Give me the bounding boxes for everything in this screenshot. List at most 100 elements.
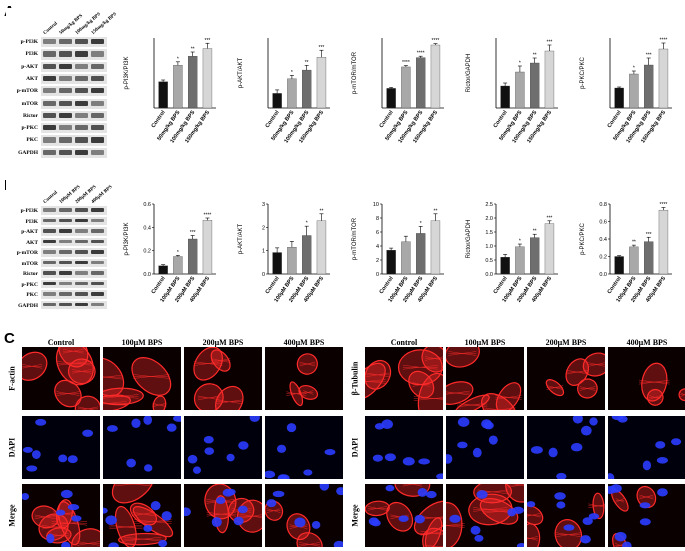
nucleus (324, 448, 336, 456)
bar (614, 87, 624, 109)
y-tick-label: 0.8 (599, 202, 607, 208)
western-A-band (91, 137, 104, 143)
chart-b-p-mtor: p-mTOR/mTOR 0 2 4 6 8 10 Control 100μM BPS * 200μM… (346, 196, 458, 336)
cell-image (22, 489, 100, 547)
bar (644, 64, 654, 109)
western-A-band (59, 125, 72, 131)
nucleus (276, 444, 287, 453)
western-A-band (59, 137, 72, 143)
significance-label: **** (432, 38, 440, 44)
western-A-protein-label: p-PI3K (20, 39, 38, 45)
y-tick-label: 0.6 (143, 202, 151, 208)
cell-image (446, 347, 522, 410)
cell-cytoskeleton (22, 351, 48, 381)
micro-left-image-tile (265, 416, 343, 479)
nucleus (614, 531, 627, 542)
western-B-band (59, 302, 72, 306)
micro-right-image-tile (608, 416, 685, 479)
chart-a-p-pkc: p-PKC/PKC Control * 50mg/kg BPS *** 100mg/kg … (574, 30, 684, 170)
western-B-band (43, 239, 56, 243)
western-A-band (91, 39, 104, 45)
western-B-band (59, 218, 72, 222)
filament (527, 536, 538, 540)
cell-image (530, 416, 598, 479)
y-tick-label: 1 (262, 249, 265, 255)
western-A-band (43, 39, 56, 45)
cell-image (608, 416, 682, 479)
western-B-band (91, 281, 104, 285)
western-B-lane-label: Control (42, 190, 59, 205)
micro-left-column-label: 100μM BPS (121, 338, 163, 347)
filament (286, 391, 307, 396)
y-axis-label: p-mTOR/mTOR (352, 51, 358, 94)
nucleus (272, 490, 285, 498)
micro-right-image-tile (365, 484, 443, 547)
filament (639, 379, 670, 385)
micro-right-column-label: 200μM BPS (545, 338, 587, 347)
nucleus (556, 501, 566, 509)
western-B-band (91, 260, 104, 264)
nucleus (457, 417, 470, 427)
filament (34, 514, 56, 520)
micro-left-image-tile (184, 347, 262, 410)
western-B-band (75, 218, 88, 222)
filament (587, 362, 605, 367)
filament (402, 365, 438, 370)
micro-left-image-tile (22, 416, 100, 479)
bar (202, 220, 213, 275)
filament (579, 386, 596, 391)
nucleus (265, 470, 276, 479)
filament (56, 361, 93, 366)
significance-label: ** (533, 53, 537, 59)
bar (530, 237, 540, 275)
western-B-band (43, 218, 56, 222)
micro-right-image-tile (608, 347, 685, 410)
nucleus (642, 460, 652, 471)
micro-left-image-tile (265, 347, 343, 410)
western-A-band (91, 112, 104, 119)
chart-a-p-mtor: p-mTOR/mTOR Control **** 50mg/kg BPS **** 100… (346, 30, 458, 170)
western-A-blot-strip (41, 37, 107, 48)
y-tick-label: 2 (262, 225, 265, 231)
western-A-protein-label: Rictor (23, 112, 38, 119)
nucleus (656, 457, 669, 464)
nucleus (385, 484, 395, 492)
cell-image (187, 416, 260, 474)
western-A-band (43, 63, 56, 69)
nucleus (608, 473, 615, 479)
western-B-band (43, 208, 56, 212)
nucleus (266, 499, 277, 508)
bar (515, 71, 525, 109)
micro-right-column-label: 400μM BPS (626, 338, 668, 347)
western-B-protein-label: AKT (26, 239, 38, 246)
nucleus (131, 418, 141, 429)
nucleus (336, 487, 343, 496)
nucleus (226, 488, 236, 496)
filament (62, 348, 84, 354)
significance-label: *** (646, 53, 652, 59)
nucleus (580, 535, 591, 544)
nucleus (398, 515, 409, 523)
filament (22, 364, 43, 369)
micro-right-row-label: β-Tubulin (350, 361, 360, 395)
western-A-blot-strip (41, 110, 107, 122)
filament (365, 372, 390, 378)
cell-cytoskeleton (527, 523, 541, 547)
nucleus (446, 454, 453, 464)
western-B-band (91, 239, 104, 243)
nucleus (657, 488, 668, 497)
cell-image (446, 417, 498, 464)
y-axis-label: Rictor/GAPDH (466, 220, 472, 259)
bar (158, 81, 168, 109)
cell-image (22, 347, 100, 410)
y-axis-label: p-PKC/PKC (580, 223, 586, 255)
nucleus (158, 539, 168, 547)
filament (299, 361, 316, 367)
western-B-band (75, 229, 88, 233)
significance-label: **** (660, 38, 668, 44)
